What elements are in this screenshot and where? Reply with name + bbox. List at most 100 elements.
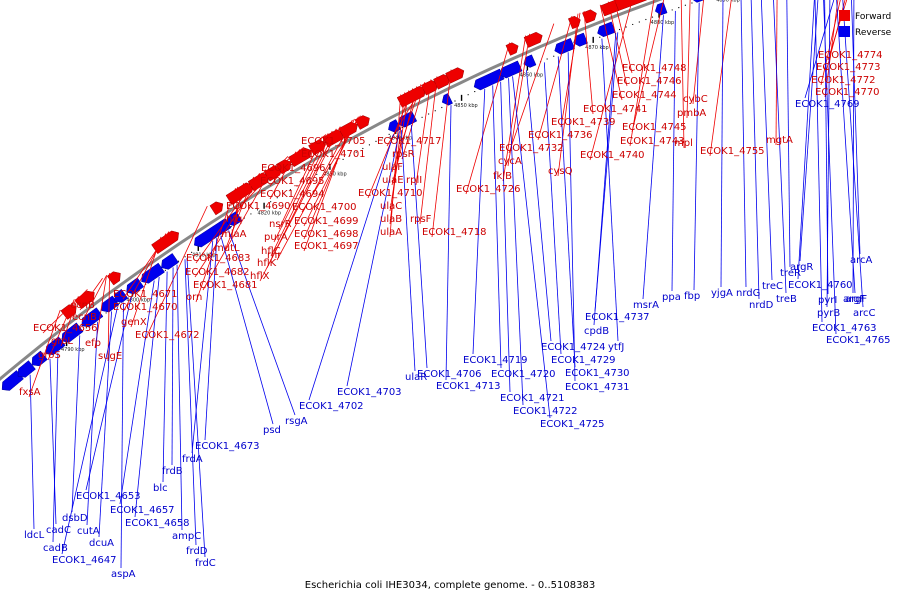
reverse-gene-label: argF bbox=[845, 294, 867, 305]
reverse-gene-arrow bbox=[499, 60, 523, 79]
forward-gene-label: mutL bbox=[214, 243, 240, 254]
minor-tick bbox=[349, 155, 351, 157]
minor-tick bbox=[441, 106, 443, 109]
reverse-leader-line bbox=[119, 280, 155, 505]
minor-tick bbox=[645, 18, 647, 21]
reverse-gene-label: argF bbox=[843, 294, 865, 305]
reverse-gene-label: ECOK1_4657 bbox=[110, 505, 175, 516]
reverse-leader-line bbox=[410, 125, 428, 369]
legend: Forward Reverse bbox=[839, 10, 892, 38]
forward-gene-label: ECOK1_4701 bbox=[301, 149, 366, 160]
forward-leader-line bbox=[827, 0, 848, 61]
minor-tick bbox=[651, 16, 654, 18]
minor-tick bbox=[316, 173, 318, 175]
reverse-gene-label: ECOK1_4673 bbox=[195, 441, 260, 452]
forward-gene-label: ECOK1_4741 bbox=[583, 104, 648, 115]
tick-label: 4890 kbp bbox=[716, 0, 740, 3]
legend-forward-label: Forward bbox=[855, 12, 891, 22]
forward-gene-label: pmbA bbox=[677, 108, 706, 119]
reverse-leader-line bbox=[400, 130, 416, 372]
reverse-gene-label: ECOK1_4653 bbox=[76, 491, 141, 502]
forward-gene-label: groL bbox=[51, 336, 73, 347]
legend-forward-swatch bbox=[839, 10, 850, 21]
forward-leader-line bbox=[825, 0, 846, 73]
minor-tick bbox=[381, 137, 384, 139]
forward-leader-line bbox=[614, 0, 633, 74]
minor-tick bbox=[454, 100, 456, 102]
minor-tick bbox=[638, 21, 640, 23]
reverse-gene-label: argR bbox=[790, 262, 813, 273]
reverse-leader-line bbox=[120, 302, 124, 569]
reverse-leader-line bbox=[642, 15, 664, 300]
forward-gene-arrow bbox=[582, 9, 597, 24]
forward-leader-line bbox=[223, 176, 255, 254]
forward-leader-line bbox=[310, 134, 327, 147]
minor-tick bbox=[177, 260, 180, 262]
tick-label: 4850 kbp bbox=[454, 103, 478, 109]
reverse-gene-label: ECOK1_4706 bbox=[417, 369, 482, 380]
forward-gene-label: hflC bbox=[261, 246, 281, 257]
minor-tick bbox=[428, 113, 430, 115]
forward-leader-line bbox=[686, 0, 691, 119]
forward-leader-line bbox=[502, 35, 527, 182]
reverse-gene-label: ulaR bbox=[405, 372, 427, 383]
reverse-leader-line bbox=[557, 56, 576, 368]
reverse-gene-label: ECOK1_4703 bbox=[337, 387, 402, 398]
reverse-gene-arrow bbox=[17, 360, 36, 378]
forward-gene-label: ECOK1_4717 bbox=[377, 136, 442, 147]
forward-leader-line bbox=[431, 69, 452, 238]
forward-gene-label: ECOK1_4697 bbox=[294, 241, 359, 252]
reverse-gene-label: blc bbox=[153, 483, 168, 494]
legend-reverse-label: Reverse bbox=[855, 28, 892, 38]
reverse-gene-label: ECOK1_4729 bbox=[551, 355, 616, 366]
forward-gene-label: ECOK1_4744 bbox=[612, 90, 677, 101]
forward-leader-line bbox=[508, 23, 555, 154]
forward-gene-label: ECOK1_4695 bbox=[260, 176, 325, 187]
forward-gene-label: ECOK1_4773 bbox=[816, 62, 881, 73]
reverse-leader-line bbox=[71, 335, 81, 513]
forward-leader-line bbox=[557, 13, 579, 177]
reverse-leader-line bbox=[162, 271, 168, 483]
forward-gene-label: ECOK1_4748 bbox=[622, 63, 687, 74]
reverse-leader-line bbox=[308, 134, 394, 401]
tick-label: 4880 kbp bbox=[651, 20, 675, 26]
forward-gene-arrow bbox=[106, 271, 121, 286]
reverse-gene-label: cadC bbox=[46, 525, 71, 536]
reverse-gene-label: ECOK1_4731 bbox=[565, 382, 630, 393]
reverse-leader-line bbox=[786, 0, 791, 268]
minor-tick bbox=[85, 327, 87, 329]
forward-leader-line bbox=[537, 15, 573, 141]
tick-label: 4870 kbp bbox=[585, 45, 609, 51]
forward-gene-label: ECOK1_4736 bbox=[528, 130, 593, 141]
reverse-leader-line bbox=[346, 131, 400, 387]
reverse-leader-line bbox=[171, 267, 174, 466]
forward-leader-line bbox=[583, 11, 594, 115]
reverse-leader-line bbox=[512, 76, 551, 419]
forward-gene-label: ECOK1_4681 bbox=[193, 280, 258, 291]
reverse-leader-line bbox=[720, 0, 724, 288]
forward-leader-line bbox=[599, 4, 623, 101]
reverse-gene-label: frdB bbox=[162, 466, 183, 477]
forward-leader-line bbox=[269, 149, 301, 187]
minor-tick bbox=[309, 177, 311, 179]
reverse-leader-line bbox=[445, 105, 452, 381]
forward-gene-arrow bbox=[275, 159, 292, 175]
forward-leader-line bbox=[79, 278, 103, 311]
forward-leader-line bbox=[820, 0, 841, 86]
reverse-leader-line bbox=[472, 89, 486, 355]
forward-leader-line bbox=[775, 0, 778, 146]
reverse-gene-label: treB bbox=[776, 294, 797, 305]
minor-tick bbox=[671, 9, 673, 11]
minor-tick bbox=[388, 133, 390, 135]
minor-tick bbox=[283, 193, 285, 195]
reverse-leader-line bbox=[671, 10, 676, 292]
forward-gene-label: ECOK1_4683 bbox=[186, 253, 251, 264]
minor-tick bbox=[355, 151, 357, 153]
forward-gene-label: ECOK1_4671 bbox=[113, 289, 178, 300]
forward-gene-label: rpsF bbox=[410, 214, 432, 225]
forward-leader-line bbox=[122, 231, 170, 300]
reverse-leader-line bbox=[543, 62, 562, 355]
reverse-gene-label: ldcL bbox=[24, 530, 45, 541]
reverse-leader-line bbox=[508, 78, 524, 406]
reverse-gene-label: frdD bbox=[186, 546, 208, 557]
